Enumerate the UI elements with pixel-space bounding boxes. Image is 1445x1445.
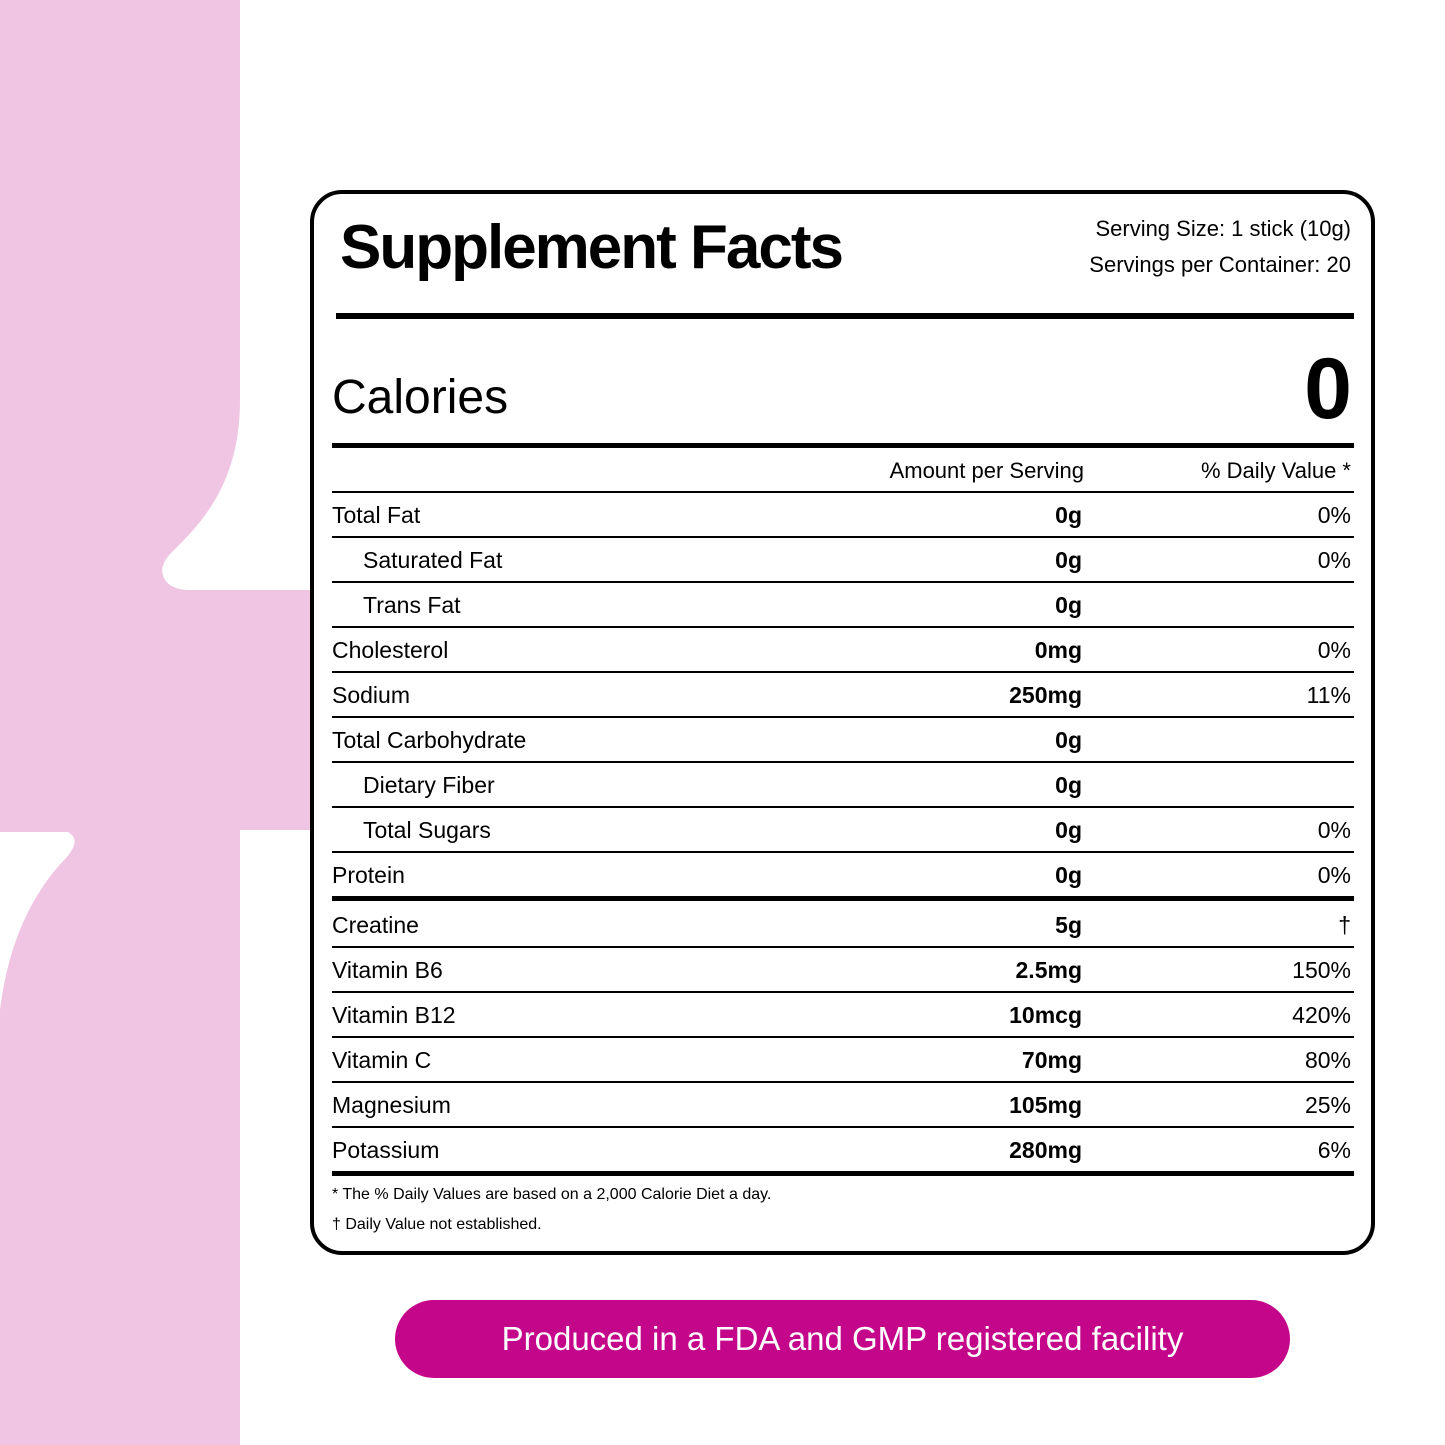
nutrient-name: Magnesium <box>332 1092 451 1118</box>
amount: 0g <box>1055 592 1082 618</box>
amount-header: Amount per Serving <box>889 458 1084 483</box>
fact-row: Potassium 280mg 6% <box>332 1128 1354 1173</box>
dv-header: % Daily Value * <box>1201 458 1351 483</box>
nutrient-name: Saturated Fat <box>363 547 503 573</box>
amount: 0g <box>1055 862 1082 888</box>
nutrient-name: Creatine <box>332 912 419 938</box>
nutrient-name: Total Carbohydrate <box>332 727 527 753</box>
servings-per-container: Servings per Container: 20 <box>1089 252 1351 277</box>
nutrient-name: Vitamin B6 <box>332 957 443 983</box>
rule <box>332 443 1354 448</box>
fact-row: Total Sugars 0g 0% <box>332 808 1354 853</box>
fact-row: Total Fat 0g 0% <box>332 493 1354 538</box>
daily-value: 0% <box>1317 817 1351 843</box>
nutrient-name: Total Fat <box>332 502 421 528</box>
amount: 5g <box>1055 912 1082 938</box>
daily-value: 0% <box>1317 637 1351 663</box>
fact-row: Protein 0g 0% <box>332 853 1354 898</box>
amount: 0mg <box>1034 637 1082 663</box>
decor-shape <box>0 0 310 1445</box>
nutrient-name: Vitamin B12 <box>332 1002 456 1028</box>
fact-row: Creatine 5g † <box>332 903 1354 948</box>
fact-row: Vitamin C 70mg 80% <box>332 1038 1354 1083</box>
amount: 0g <box>1055 547 1082 573</box>
amount: 10mcg <box>1009 1002 1082 1028</box>
amount: 280mg <box>1009 1137 1082 1163</box>
nutrient-name: Vitamin C <box>332 1047 432 1073</box>
daily-value: 11% <box>1306 682 1351 708</box>
rule <box>336 313 1354 319</box>
daily-value: 0% <box>1317 547 1351 573</box>
nutrient-name: Potassium <box>332 1137 440 1163</box>
nutrient-name: Protein <box>332 862 405 888</box>
nutrient-name: Trans Fat <box>363 592 461 618</box>
fact-row: Cholesterol 0mg 0% <box>332 628 1354 673</box>
rule <box>332 896 1354 901</box>
daily-value: 80% <box>1304 1047 1351 1073</box>
amount: 0g <box>1055 502 1082 528</box>
amount: 250mg <box>1009 682 1082 708</box>
daily-value: 25% <box>1304 1092 1351 1118</box>
calories-value: 0 <box>1304 341 1352 437</box>
fact-row: Dietary Fiber 0g <box>332 763 1354 808</box>
footnote: † Daily Value not established. <box>332 1216 542 1233</box>
rule <box>332 1171 1354 1176</box>
amount: 70mg <box>1021 1047 1082 1073</box>
fact-row: Total Carbohydrate 0g <box>332 718 1354 763</box>
daily-value: 150% <box>1292 957 1351 983</box>
facts-card <box>310 190 1375 1255</box>
amount: 105mg <box>1009 1092 1082 1118</box>
nutrient-name: Cholesterol <box>332 637 449 663</box>
title: Supplement Facts <box>340 213 844 282</box>
nutrient-name: Sodium <box>332 682 410 708</box>
fact-row: Magnesium 105mg 25% <box>332 1083 1354 1128</box>
fact-row: Vitamin B12 10mcg 420% <box>332 993 1354 1038</box>
fact-row: Sodium 250mg 11% <box>332 673 1354 718</box>
daily-value: † <box>1338 912 1351 938</box>
daily-value: 6% <box>1317 1137 1351 1163</box>
fact-row: Trans Fat 0g <box>332 583 1354 628</box>
nutrient-name: Total Sugars <box>363 817 491 843</box>
banner: Produced in a FDA and GMP registered fac… <box>395 1300 1290 1378</box>
daily-value: 0% <box>1317 862 1351 888</box>
fact-row: Saturated Fat 0g 0% <box>332 538 1354 583</box>
nutrient-name: Dietary Fiber <box>363 772 495 798</box>
fact-row: Vitamin B6 2.5mg 150% <box>332 948 1354 993</box>
calories-label: Calories <box>332 371 509 424</box>
footnote: * The % Daily Values are based on a 2,00… <box>332 1186 772 1203</box>
column-header: Amount per Serving % Daily Value * <box>332 448 1354 493</box>
amount: 0g <box>1055 817 1082 843</box>
daily-value: 420% <box>1292 1002 1351 1028</box>
serving-size: Serving Size: 1 stick (10g) <box>1095 216 1351 241</box>
amount: 0g <box>1055 727 1082 753</box>
amount: 0g <box>1055 772 1082 798</box>
daily-value: 0% <box>1317 502 1351 528</box>
amount: 2.5mg <box>1015 957 1082 983</box>
